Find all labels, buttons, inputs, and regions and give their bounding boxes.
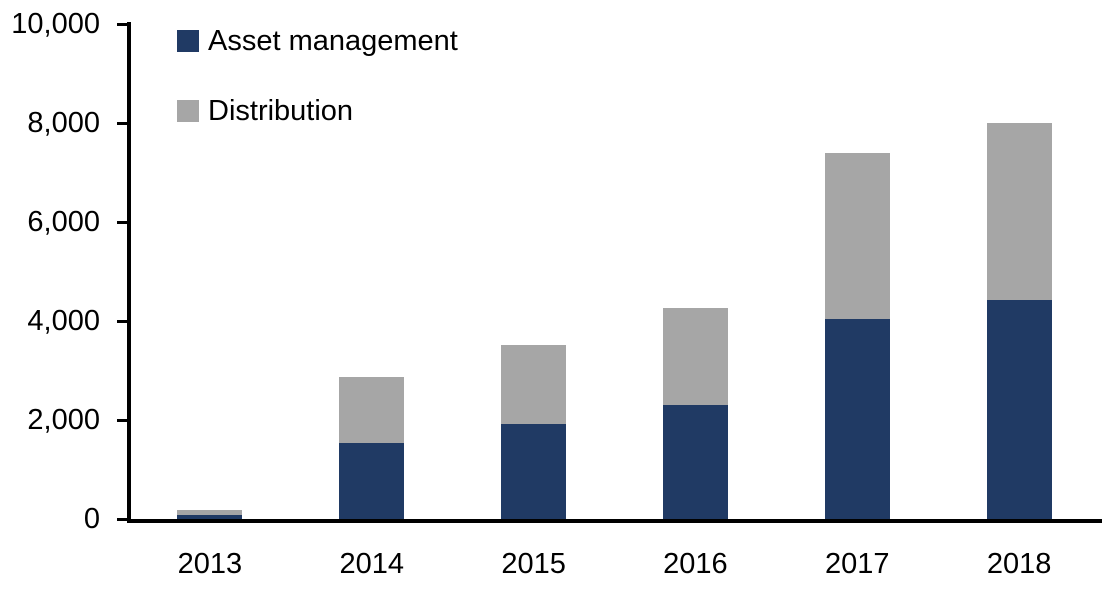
x-tick-label-2016: 2016 <box>663 548 728 580</box>
x-tick-label-2017: 2017 <box>824 548 890 580</box>
y-tick-mark <box>117 418 129 422</box>
y-tick-mark <box>117 121 129 125</box>
x-tick-label-2015: 2015 <box>501 548 566 580</box>
bar-segment-asset-management-2016 <box>662 405 728 519</box>
bar-segment-asset-management-2017 <box>824 318 890 519</box>
bar-segment-distribution-2018 <box>986 123 1052 301</box>
bar-segment-asset-management-2014 <box>339 442 405 519</box>
bar-segment-asset-management-2018 <box>986 300 1052 519</box>
y-axis-line <box>127 22 131 523</box>
bar-segment-distribution-2016 <box>662 308 728 406</box>
bar-2014 <box>339 376 405 519</box>
y-tick-label: 4,000 <box>27 305 100 337</box>
y-tick-label: 2,000 <box>27 404 100 436</box>
y-tick-mark <box>117 220 129 224</box>
distribution-swatch-icon <box>177 100 199 122</box>
y-tick-label: 8,000 <box>27 107 100 139</box>
legend-label-asset-management: Asset management <box>208 24 458 57</box>
legend-entry-asset-management: Asset management <box>177 24 458 57</box>
y-tick-mark <box>117 319 129 323</box>
y-tick-label: 10,000 <box>11 8 100 40</box>
y-tick-mark <box>117 22 129 26</box>
legend-entry-distribution: Distribution <box>177 94 458 127</box>
x-tick-label-2014: 2014 <box>339 548 404 580</box>
bar-segment-asset-management-2013 <box>177 514 243 519</box>
bar-2018 <box>986 123 1052 519</box>
x-axis-line <box>127 519 1102 523</box>
bar-2016 <box>662 308 728 519</box>
bar-2017 <box>824 152 890 519</box>
asset-management-swatch-icon <box>177 30 199 52</box>
bar-2015 <box>501 345 567 519</box>
bar-segment-distribution-2014 <box>339 376 405 443</box>
bar-segment-distribution-2015 <box>501 345 567 425</box>
x-tick-label-2018: 2018 <box>986 548 1052 580</box>
y-tick-mark <box>117 517 129 521</box>
bar-segment-distribution-2013 <box>177 510 243 515</box>
y-tick-label: 6,000 <box>27 206 100 238</box>
legend-label-distribution: Distribution <box>208 94 354 127</box>
bar-segment-distribution-2017 <box>824 152 890 319</box>
bar-segment-asset-management-2015 <box>501 424 567 519</box>
bar-2013 <box>177 510 243 519</box>
y-tick-label: 0 <box>83 503 100 535</box>
x-tick-label-2013: 2013 <box>177 548 243 580</box>
legend: Asset management Distribution <box>177 24 458 167</box>
